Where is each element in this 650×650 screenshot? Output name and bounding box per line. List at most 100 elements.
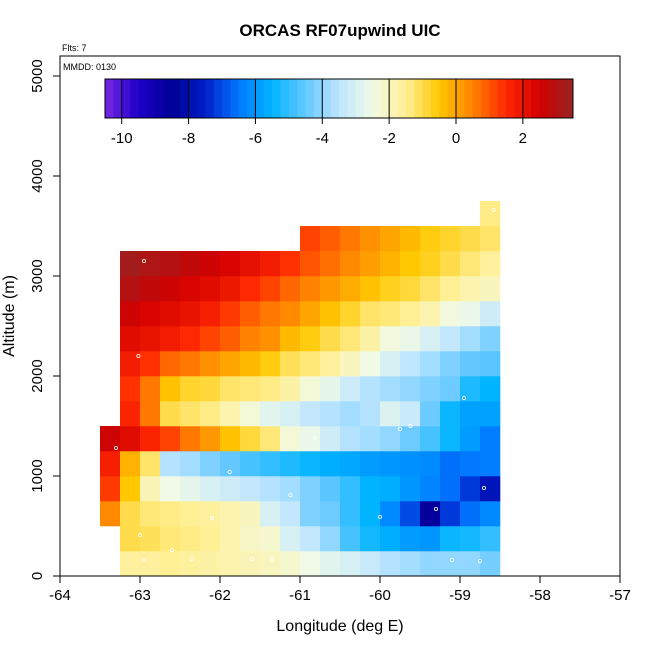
heatmap-cell — [240, 451, 261, 477]
heatmap-cell — [320, 276, 341, 302]
heatmap-cell — [120, 426, 141, 452]
heatmap-cell — [480, 451, 501, 477]
colorbar-swatch — [380, 79, 390, 118]
heatmap-cell — [280, 501, 301, 527]
heatmap-cell — [340, 251, 361, 277]
heatmap-cell — [260, 351, 281, 377]
heatmap-cell — [220, 451, 241, 477]
heatmap-cell — [140, 276, 161, 302]
heatmap-cell — [260, 526, 281, 552]
colorbar-swatch — [439, 79, 449, 118]
heatmap-cell — [360, 326, 381, 352]
heatmap-cell — [280, 251, 301, 277]
heatmap-cell — [360, 276, 381, 302]
heatmap-cell — [320, 351, 341, 377]
heatmap-cell — [400, 326, 421, 352]
heatmap-cell — [440, 376, 461, 402]
heatmap-cell — [360, 351, 381, 377]
colorbar-swatch — [389, 79, 398, 118]
heatmap-cell — [220, 401, 241, 427]
heatmap-cell — [400, 351, 421, 377]
heatmap-cell — [440, 551, 461, 577]
heatmap-cell — [360, 251, 381, 277]
heatmap-cell — [300, 426, 321, 452]
heatmap-cell — [320, 376, 341, 402]
heatmap-cell — [460, 326, 481, 352]
colorbar-swatch — [171, 79, 181, 118]
heatmap-cell — [220, 251, 241, 277]
heatmap-cell — [120, 401, 141, 427]
date-note: MMDD: 0130 — [63, 62, 116, 72]
heatmap-cell — [460, 551, 481, 577]
heatmap-cell — [120, 526, 141, 552]
colorbar-swatch — [481, 79, 490, 118]
heatmap-cell — [180, 451, 201, 477]
heatmap-cell — [200, 251, 221, 277]
heatmap-cell — [200, 376, 221, 402]
heatmap-cell — [420, 476, 441, 502]
heatmap-cell — [240, 376, 261, 402]
heatmap-cell — [380, 276, 401, 302]
colorbar-swatch — [272, 79, 281, 118]
heatmap-cell — [340, 326, 361, 352]
colorbar-swatch — [247, 79, 256, 118]
flight-point — [377, 515, 382, 520]
heatmap-cell — [160, 276, 181, 302]
heatmap-cell — [120, 451, 141, 477]
heatmap-cell — [300, 401, 321, 427]
colorbar-swatch — [188, 79, 198, 118]
colorbar-swatch — [105, 79, 114, 118]
heatmap-cell — [380, 526, 401, 552]
heatmap-cell — [320, 226, 341, 252]
heatmap-cell — [400, 501, 421, 527]
x-tick-label: -58 — [529, 587, 551, 604]
heatmap-cell — [280, 401, 301, 427]
heatmap-cell — [320, 426, 341, 452]
heatmap-cell — [160, 401, 181, 427]
colorbar-swatch — [130, 79, 139, 118]
heatmap-cell — [300, 276, 321, 302]
heatmap-cell — [260, 251, 281, 277]
heatmap-cell — [200, 501, 221, 527]
flight-point — [491, 207, 496, 212]
heatmap-cell — [300, 451, 321, 477]
colorbar-swatch — [456, 79, 465, 118]
heatmap-cell — [140, 301, 161, 327]
heatmap-cell — [140, 326, 161, 352]
heatmap-cell — [480, 526, 501, 552]
heatmap-cell — [180, 276, 201, 302]
heatmap-cells — [100, 201, 501, 577]
heatmap-cell — [460, 401, 481, 427]
colorbar-tick-label: 0 — [452, 130, 460, 147]
heatmap-cell — [320, 301, 341, 327]
flight-point — [288, 492, 293, 497]
heatmap-cell — [340, 301, 361, 327]
heatmap-cell — [240, 276, 261, 302]
heatmap-cell — [420, 301, 441, 327]
heatmap-cell — [260, 426, 281, 452]
flight-point — [137, 533, 142, 538]
heatmap-cell — [160, 301, 181, 327]
x-axis-label: Longitude (deg E) — [276, 618, 403, 635]
flight-point — [114, 445, 119, 450]
y-tick-label: 0 — [29, 572, 46, 580]
colorbar-swatch — [464, 79, 474, 118]
y-tick-label: 1000 — [29, 459, 46, 492]
heatmap-cell — [420, 251, 441, 277]
colorbar-swatch — [222, 79, 231, 118]
heatmap-cell — [480, 551, 501, 577]
heatmap-cell — [300, 301, 321, 327]
heatmap-cell — [300, 526, 321, 552]
heatmap-cell — [260, 476, 281, 502]
heatmap-cell — [440, 476, 461, 502]
heatmap-cell — [480, 251, 501, 277]
colorbar-swatch — [205, 79, 215, 118]
colorbar-swatch — [313, 79, 323, 118]
colorbar-swatch — [539, 79, 549, 118]
colorbar-swatch — [263, 79, 273, 118]
heatmap-cell — [120, 301, 141, 327]
heatmap-cell — [180, 401, 201, 427]
x-tick-label: -61 — [289, 587, 311, 604]
colorbar-swatch — [288, 79, 298, 118]
